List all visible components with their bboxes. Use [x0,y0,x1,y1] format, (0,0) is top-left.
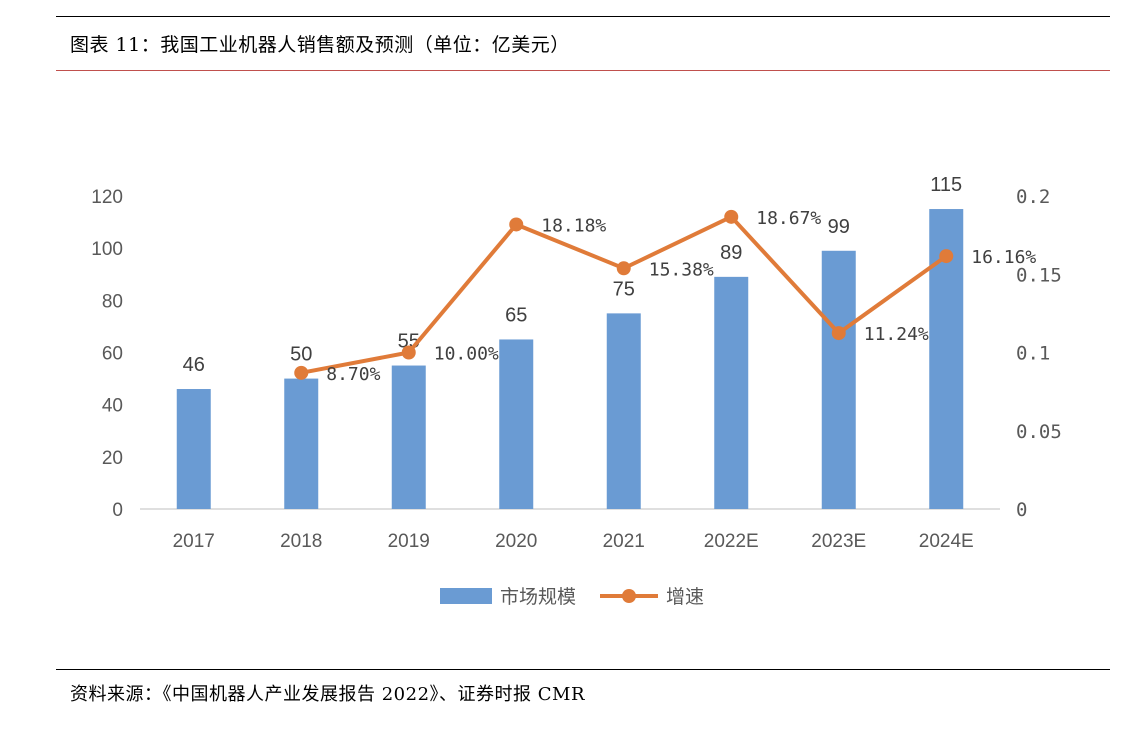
line-data-label: 15.38% [649,259,714,280]
bar-data-label: 65 [505,304,527,326]
line-data-label: 16.16% [971,247,1036,268]
line-point [401,345,416,360]
y-left-tick-label: 100 [91,239,123,260]
y-left-tick-label: 40 [102,396,123,417]
bar-data-label: 115 [930,174,962,196]
bar [606,313,641,509]
line-point [939,249,954,264]
y-left-tick-label: 0 [112,500,123,521]
line-point [294,365,309,380]
y-right-tick-label: 0 [1016,499,1027,521]
y-right-tick-label: 0.05 [1016,421,1062,443]
line-point [724,209,739,224]
line-data-label: 10.00% [434,344,499,365]
x-tick-label: 2017 [173,531,215,552]
line-point [509,217,524,232]
bar-data-label: 75 [613,278,635,300]
line-data-label: 8.70% [326,364,380,385]
bar-data-label: 99 [828,216,850,238]
line-point [831,326,846,341]
x-tick-label: 2024E [919,531,974,552]
bar [391,365,426,509]
line-labels: 8.70% 10.00% 18.18% 15.38% 18.67% 11.24% 16.16… [326,208,1036,385]
bar [284,378,319,509]
x-axis: 2017 2018 2019 2020 2021 2022E 2023E 2024E [173,531,974,552]
x-tick-label: 2019 [388,531,430,552]
x-tick-label: 2018 [280,531,322,552]
legend-swatch-bar [440,588,492,604]
bar [821,250,856,509]
line-series [294,209,954,380]
line-point [616,261,631,276]
line-data-label: 18.18% [541,215,606,236]
legend-marker-line [622,589,636,603]
source-rule [56,669,1110,670]
y-axis-right: 0 0.05 0.1 0.15 0.2 [1016,186,1062,521]
bar-data-label: 89 [720,242,742,264]
bar [499,339,534,509]
y-right-tick-label: 0.1 [1016,343,1050,365]
top-rule [56,16,1110,17]
y-axis-left: 0 20 40 60 80 100 120 [91,187,123,521]
figure-title: 图表 11：我国工业机器人销售额及预测（单位：亿美元） [70,34,570,56]
x-tick-label: 2022E [704,531,759,552]
bar-data-label: 46 [183,354,205,376]
y-left-tick-label: 80 [102,291,123,312]
y-right-tick-label: 0.15 [1016,264,1062,286]
y-left-tick-label: 120 [91,187,123,208]
x-tick-label: 2020 [495,531,537,552]
bar [714,276,749,509]
source-note: 资料来源：《中国机器人产业发展报告 2022》、证券时报 CMR [70,684,586,705]
x-tick-label: 2023E [811,531,866,552]
line-data-label: 11.24% [864,324,929,345]
x-tick-label: 2021 [603,531,645,552]
y-left-tick-label: 20 [102,448,123,469]
bar [176,389,211,509]
title-rule [56,70,1110,71]
bar-data-label: 50 [290,344,312,366]
legend-label-line: 增速 [666,586,704,608]
line-data-label: 18.67% [756,208,821,229]
legend-label-bar: 市场规模 [500,586,576,608]
legend: 市场规模 增速 [440,586,704,608]
bar-series [176,209,964,509]
y-left-tick-label: 60 [102,344,123,365]
y-right-tick-label: 0.2 [1016,186,1050,208]
